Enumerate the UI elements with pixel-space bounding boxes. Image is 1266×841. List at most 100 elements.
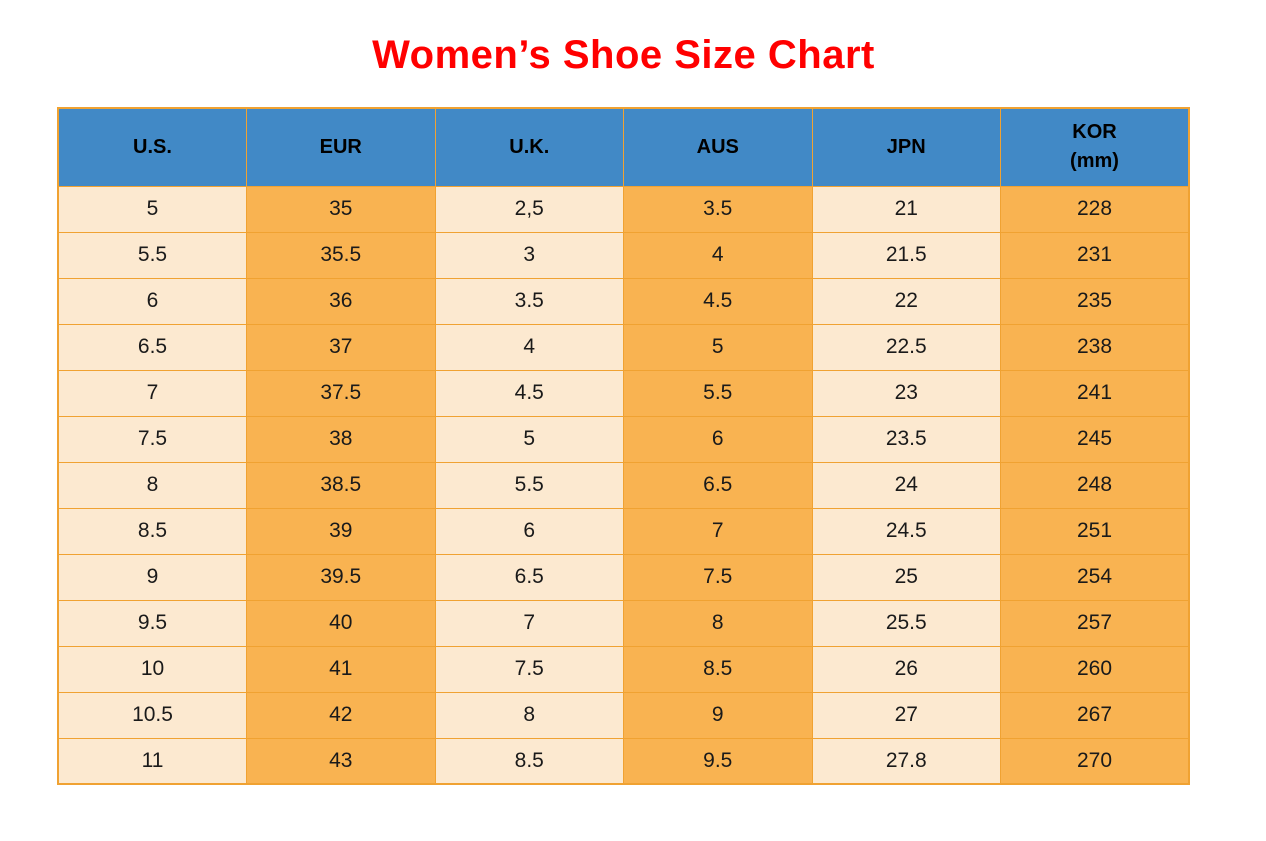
table-cell: 251 <box>1000 507 1190 555</box>
table-cell: 10 <box>57 645 247 693</box>
table-cell: 6 <box>623 415 813 463</box>
table-cell: 5 <box>623 323 813 371</box>
table-row: 6 36 3.5 4.5 22 235 <box>57 277 1190 325</box>
table-cell: 5.5 <box>434 461 624 509</box>
table-row: 8 38.5 5.5 6.5 24 248 <box>57 461 1190 509</box>
table-cell: 245 <box>1000 415 1190 463</box>
table-row: 5.5 35.5 3 4 21.5 231 <box>57 231 1190 279</box>
table-cell: 3 <box>434 231 624 279</box>
table-cell: 257 <box>1000 599 1190 647</box>
table-cell: 4.5 <box>434 369 624 417</box>
table-cell: 5 <box>434 415 624 463</box>
table-row: 9.5 40 7 8 25.5 257 <box>57 599 1190 647</box>
table-cell: 7 <box>434 599 624 647</box>
table-cell: 9.5 <box>623 737 813 785</box>
table-cell: 6 <box>434 507 624 555</box>
table-cell: 260 <box>1000 645 1190 693</box>
column-header-jpn: JPN <box>811 107 1001 187</box>
table-cell: 43 <box>246 737 436 785</box>
table-row: 9 39.5 6.5 7.5 25 254 <box>57 553 1190 601</box>
table-cell: 21 <box>811 185 1001 233</box>
table-row: 6.5 37 4 5 22.5 238 <box>57 323 1190 371</box>
table-cell: 3.5 <box>434 277 624 325</box>
table-cell: 8.5 <box>434 737 624 785</box>
table-cell: 27.8 <box>811 737 1001 785</box>
table-cell: 25 <box>811 553 1001 601</box>
table-cell: 241 <box>1000 369 1190 417</box>
table-cell: 10.5 <box>57 691 247 739</box>
table-cell: 7 <box>57 369 247 417</box>
table-row: 10.5 42 8 9 27 267 <box>57 691 1190 739</box>
table-cell: 231 <box>1000 231 1190 279</box>
table-header-row: U.S. EUR U.K. AUS JPN KOR (mm) <box>57 107 1190 187</box>
table-cell: 37.5 <box>246 369 436 417</box>
table-cell: 25.5 <box>811 599 1001 647</box>
table-cell: 2,5 <box>434 185 624 233</box>
table-cell: 7.5 <box>434 645 624 693</box>
table-cell: 41 <box>246 645 436 693</box>
column-header-eur: EUR <box>246 107 436 187</box>
table-cell: 5.5 <box>623 369 813 417</box>
table-cell: 40 <box>246 599 436 647</box>
table-cell: 8 <box>57 461 247 509</box>
table-cell: 270 <box>1000 737 1190 785</box>
table-cell: 38.5 <box>246 461 436 509</box>
table-cell: 4 <box>434 323 624 371</box>
table-cell: 6.5 <box>434 553 624 601</box>
table-cell: 6 <box>57 277 247 325</box>
table-cell: 21.5 <box>811 231 1001 279</box>
table-cell: 9 <box>623 691 813 739</box>
table-cell: 36 <box>246 277 436 325</box>
table-row: 5 35 2,5 3.5 21 228 <box>57 185 1190 233</box>
table-header: U.S. EUR U.K. AUS JPN KOR (mm) <box>57 107 1190 187</box>
table-cell: 267 <box>1000 691 1190 739</box>
table-cell: 248 <box>1000 461 1190 509</box>
table-cell: 26 <box>811 645 1001 693</box>
table-row: 8.5 39 6 7 24.5 251 <box>57 507 1190 555</box>
table-cell: 22 <box>811 277 1001 325</box>
table-cell: 27 <box>811 691 1001 739</box>
table-cell: 9 <box>57 553 247 601</box>
table-row: 7 37.5 4.5 5.5 23 241 <box>57 369 1190 417</box>
table-cell: 35.5 <box>246 231 436 279</box>
table-cell: 5 <box>57 185 247 233</box>
column-header-uk: U.K. <box>434 107 624 187</box>
table-cell: 254 <box>1000 553 1190 601</box>
table-cell: 7.5 <box>57 415 247 463</box>
table-cell: 238 <box>1000 323 1190 371</box>
table-cell: 39.5 <box>246 553 436 601</box>
shoe-size-table: U.S. EUR U.K. AUS JPN KOR (mm) 5 35 2,5 3.5… <box>57 107 1190 785</box>
table-cell: 39 <box>246 507 436 555</box>
table-cell: 8 <box>623 599 813 647</box>
page-title: Women’s Shoe Size Chart <box>372 33 875 77</box>
column-header-us: U.S. <box>57 107 247 187</box>
table-cell: 7.5 <box>623 553 813 601</box>
table-cell: 6.5 <box>57 323 247 371</box>
column-header-aus: AUS <box>623 107 813 187</box>
table-cell: 24.5 <box>811 507 1001 555</box>
table-cell: 5.5 <box>57 231 247 279</box>
table-cell: 228 <box>1000 185 1190 233</box>
table-cell: 8.5 <box>623 645 813 693</box>
table-cell: 42 <box>246 691 436 739</box>
table-cell: 8.5 <box>57 507 247 555</box>
column-header-kor: KOR (mm) <box>1000 107 1190 187</box>
table-cell: 4 <box>623 231 813 279</box>
table-cell: 7 <box>623 507 813 555</box>
table-cell: 235 <box>1000 277 1190 325</box>
table-cell: 35 <box>246 185 436 233</box>
size-table-body: 5 35 2,5 3.5 21 228 5.5 35.5 3 4 21.5 231 6 36 3.5 4.5 2… <box>57 185 1190 785</box>
table-cell: 8 <box>434 691 624 739</box>
table-cell: 37 <box>246 323 436 371</box>
table-row: 10 41 7.5 8.5 26 260 <box>57 645 1190 693</box>
table-cell: 24 <box>811 461 1001 509</box>
table-cell: 38 <box>246 415 436 463</box>
table-row: 7.5 38 5 6 23.5 245 <box>57 415 1190 463</box>
table-cell: 4.5 <box>623 277 813 325</box>
table-cell: 9.5 <box>57 599 247 647</box>
table-cell: 23.5 <box>811 415 1001 463</box>
table-cell: 11 <box>57 737 247 785</box>
table-cell: 23 <box>811 369 1001 417</box>
table-row: 11 43 8.5 9.5 27.8 270 <box>57 737 1190 785</box>
